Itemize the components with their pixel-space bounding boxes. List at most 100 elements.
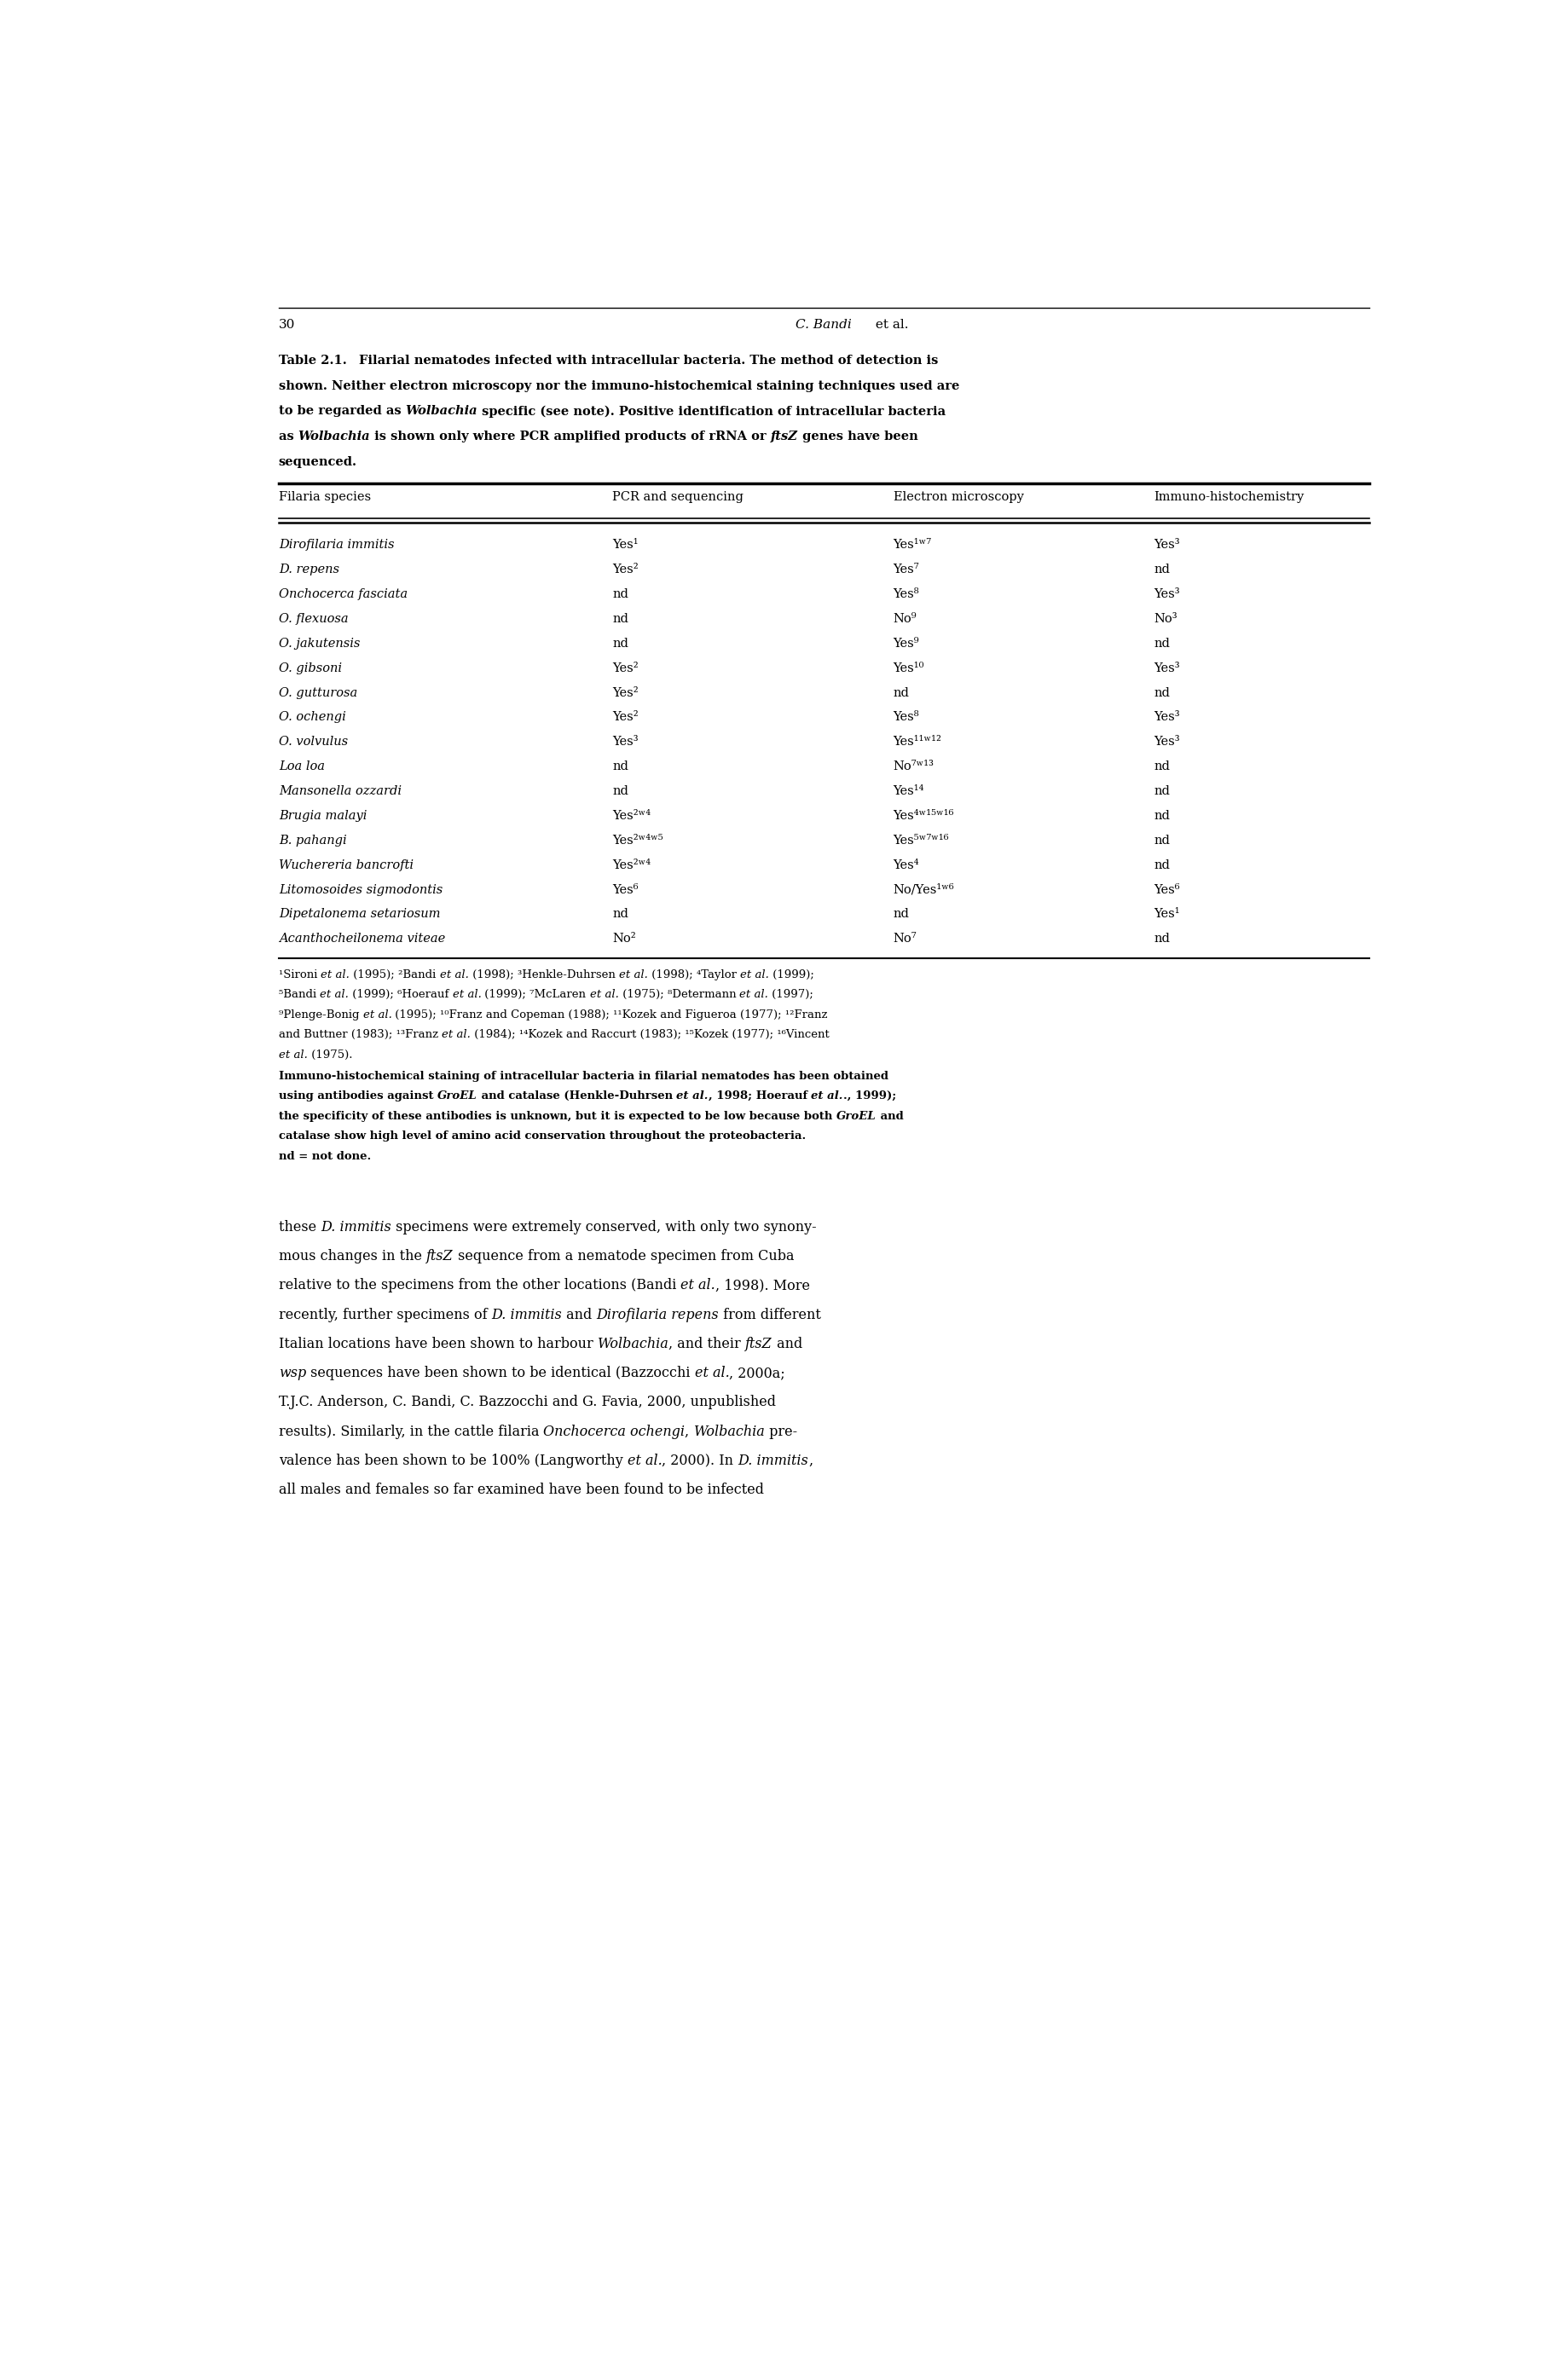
Text: (1999);: (1999); (768, 970, 814, 981)
Text: nd: nd (1154, 686, 1170, 698)
Text: No⁷: No⁷ (894, 932, 917, 946)
Text: ftsZ: ftsZ (426, 1248, 453, 1264)
Text: et al.: et al. (590, 988, 619, 1000)
Text: nd: nd (612, 637, 629, 649)
Text: O. ochengi: O. ochengi (279, 712, 347, 724)
Text: nd: nd (1154, 835, 1170, 847)
Text: genes have been: genes have been (798, 429, 917, 443)
Text: (1975).: (1975). (307, 1050, 353, 1059)
Text: D. immitis: D. immitis (739, 1453, 809, 1467)
Text: , 2000a;: , 2000a; (729, 1366, 786, 1380)
Text: Wuchereria bancrofti: Wuchereria bancrofti (279, 859, 414, 870)
Text: et al.: et al. (695, 1366, 729, 1380)
Text: C. Bandi: C. Bandi (795, 318, 851, 330)
Text: Immuno-histochemistry: Immuno-histochemistry (1154, 491, 1305, 502)
Text: Wolbachia: Wolbachia (298, 429, 370, 443)
Text: (1995); ²Bandi: (1995); ²Bandi (350, 970, 439, 981)
Text: Yes¹¹ʷ¹²: Yes¹¹ʷ¹² (894, 736, 942, 748)
Text: Yes²ʷ⁴: Yes²ʷ⁴ (612, 859, 651, 870)
Text: specific (see note). Positive identification of intracellular bacteria: specific (see note). Positive identifica… (478, 406, 946, 418)
Text: et al.: et al. (740, 988, 768, 1000)
Text: D. immitis: D. immitis (491, 1307, 561, 1321)
Text: Yes²ʷ⁴: Yes²ʷ⁴ (612, 809, 651, 821)
Text: et al.: et al. (362, 1010, 392, 1019)
Text: nd: nd (612, 786, 629, 797)
Text: results). Similarly, in the cattle filaria: results). Similarly, in the cattle filar… (279, 1425, 544, 1439)
Text: et al.: et al. (681, 1279, 715, 1293)
Text: Yes³: Yes³ (1154, 736, 1181, 748)
Text: (1998); ³Henkle-Duhrsen: (1998); ³Henkle-Duhrsen (469, 970, 619, 981)
Text: Onchocerca fasciata: Onchocerca fasciata (279, 587, 408, 599)
Text: (1997);: (1997); (768, 988, 814, 1000)
Text: et al.: et al. (627, 1453, 662, 1467)
Text: ftsZ: ftsZ (745, 1338, 773, 1352)
Text: (1999); ⁷McLaren: (1999); ⁷McLaren (481, 988, 590, 1000)
Text: Yes²: Yes² (612, 712, 638, 724)
Text: Acanthocheilonema viteae: Acanthocheilonema viteae (279, 932, 445, 946)
Text: , and their: , and their (670, 1338, 745, 1352)
Text: Yes⁵ʷ⁷ʷ¹⁶: Yes⁵ʷ⁷ʷ¹⁶ (894, 835, 949, 847)
Text: nd: nd (612, 587, 629, 599)
Text: O. gibsoni: O. gibsoni (279, 663, 342, 675)
Text: et al.: et al. (442, 1029, 470, 1040)
Text: using antibodies against: using antibodies against (279, 1090, 437, 1102)
Text: recently, further specimens of: recently, further specimens of (279, 1307, 491, 1321)
Text: nd: nd (612, 908, 629, 920)
Text: pre-: pre- (765, 1425, 798, 1439)
Text: valence has been shown to be 100% (Langworthy: valence has been shown to be 100% (Langw… (279, 1453, 627, 1467)
Text: Yes²: Yes² (612, 686, 638, 698)
Text: these: these (279, 1220, 320, 1234)
Text: Immuno-histochemical staining of intracellular bacteria in filarial nematodes ha: Immuno-histochemical staining of intrace… (279, 1071, 887, 1080)
Text: as: as (279, 429, 298, 443)
Text: Yes⁹: Yes⁹ (894, 637, 919, 649)
Text: D. repens: D. repens (279, 564, 339, 576)
Text: Yes⁶: Yes⁶ (1154, 885, 1181, 896)
Text: (1984); ¹⁴Kozek and Raccurt (1983); ¹⁵Kozek (1977); ¹⁶Vincent: (1984); ¹⁴Kozek and Raccurt (1983); ¹⁵Ko… (470, 1029, 829, 1040)
Text: Yes⁸: Yes⁸ (894, 712, 919, 724)
Text: ., 1999);: ., 1999); (844, 1090, 897, 1102)
Text: Onchocerca ochengi: Onchocerca ochengi (544, 1425, 685, 1439)
Text: Yes¹ʷ⁷: Yes¹ʷ⁷ (894, 540, 931, 552)
Text: nd: nd (1154, 809, 1170, 821)
Text: Yes²: Yes² (612, 564, 638, 576)
Text: nd: nd (1154, 760, 1170, 774)
Text: nd: nd (894, 908, 909, 920)
Text: (1998); ⁴Taylor: (1998); ⁴Taylor (648, 970, 740, 981)
Text: Yes³: Yes³ (1154, 540, 1181, 552)
Text: specimens were extremely conserved, with only two synony-: specimens were extremely conserved, with… (390, 1220, 817, 1234)
Text: Electron microscopy: Electron microscopy (894, 491, 1024, 502)
Text: the specificity of these antibodies is unknown, but it is expected to be low bec: the specificity of these antibodies is u… (279, 1111, 836, 1121)
Text: No⁷ʷ¹³: No⁷ʷ¹³ (894, 760, 935, 774)
Text: all males and females so far examined have been found to be infected: all males and females so far examined ha… (279, 1484, 764, 1498)
Text: nd: nd (1154, 786, 1170, 797)
Text: et al.: et al. (619, 970, 648, 981)
Text: Yes⁴: Yes⁴ (894, 859, 919, 870)
Text: B. pahangi: B. pahangi (279, 835, 347, 847)
Text: nd: nd (894, 686, 909, 698)
Text: ftsZ: ftsZ (771, 429, 798, 443)
Text: sequence from a nematode specimen from Cuba: sequence from a nematode specimen from C… (453, 1248, 793, 1264)
Text: No²: No² (612, 932, 637, 946)
Text: et al.: et al. (676, 1090, 709, 1102)
Text: ,: , (809, 1453, 812, 1467)
Text: et al.: et al. (439, 970, 469, 981)
Text: T.J.C. Anderson, C. Bandi, C. Bazzocchi and G. Favia, 2000, unpublished: T.J.C. Anderson, C. Bandi, C. Bazzocchi … (279, 1394, 776, 1411)
Text: et al.: et al. (279, 1050, 307, 1059)
Text: Filarial nematodes infected with intracellular bacteria. The method of detection: Filarial nematodes infected with intrace… (359, 354, 939, 366)
Text: , 1998). More: , 1998). More (715, 1279, 811, 1293)
Text: GroEL: GroEL (836, 1111, 877, 1121)
Text: O. volvulus: O. volvulus (279, 736, 348, 748)
Text: D. immitis: D. immitis (320, 1220, 390, 1234)
Text: wsp: wsp (279, 1366, 306, 1380)
Text: , 1998; Hoerauf: , 1998; Hoerauf (709, 1090, 811, 1102)
Text: Table 2.1.: Table 2.1. (279, 354, 347, 366)
Text: Yes²ʷ⁴ʷ⁵: Yes²ʷ⁴ʷ⁵ (612, 835, 663, 847)
Text: O. gutturosa: O. gutturosa (279, 686, 358, 698)
Text: Yes⁴ʷ¹⁵ʷ¹⁶: Yes⁴ʷ¹⁵ʷ¹⁶ (894, 809, 953, 821)
Text: Brugia malayi: Brugia malayi (279, 809, 367, 821)
Text: et al.: et al. (811, 1090, 844, 1102)
Text: 30: 30 (279, 318, 295, 330)
Text: and: and (561, 1307, 596, 1321)
Text: Yes⁶: Yes⁶ (612, 885, 638, 896)
Text: and: and (773, 1338, 803, 1352)
